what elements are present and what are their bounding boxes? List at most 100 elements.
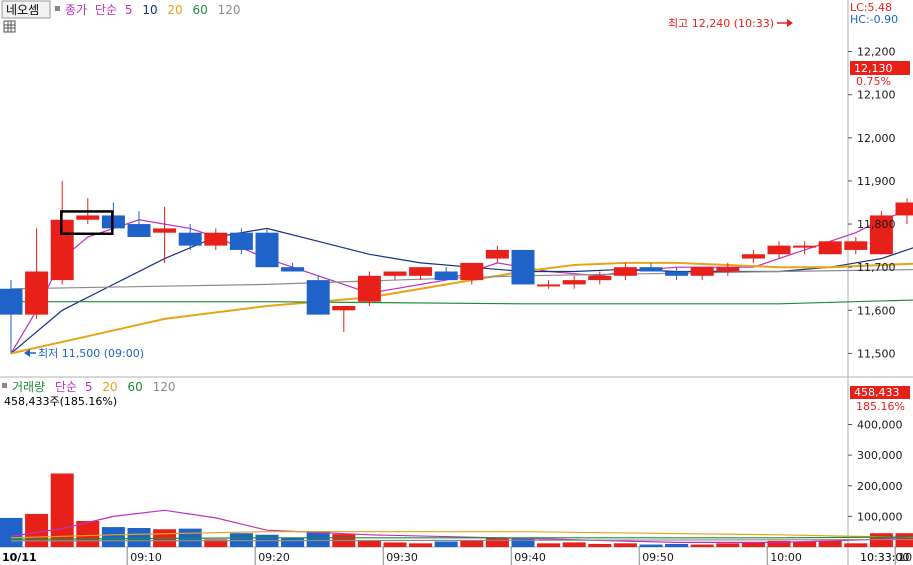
- legend-item: 5: [85, 380, 93, 394]
- volume-tick-label: 100,000: [857, 510, 903, 523]
- candle-body: [281, 267, 305, 272]
- volume-bar: [409, 543, 433, 547]
- volume-bar: [50, 473, 74, 547]
- legend-item: 단순: [95, 3, 117, 17]
- legend-item: 단순: [55, 380, 77, 394]
- price-tick-label: 11,600: [857, 304, 896, 317]
- volume-bar: [690, 544, 714, 547]
- candle-body: [25, 271, 49, 315]
- legend-item: 120: [218, 3, 241, 17]
- ma-line-60: [11, 299, 913, 305]
- volume-title: 거래량: [12, 380, 45, 394]
- volume-bar: [588, 543, 612, 547]
- current-volume: 458,433: [854, 386, 900, 399]
- candle-body: [537, 284, 561, 287]
- candle-body: [588, 275, 612, 281]
- volume-info: 458,433주(185.16%): [4, 395, 117, 408]
- candle-body: [562, 280, 586, 285]
- candle-body: [127, 224, 151, 237]
- current-change: 0.75%: [856, 75, 891, 88]
- volume-bar: [25, 513, 49, 547]
- volume-tick-label: 300,000: [857, 449, 903, 462]
- volume-ma-line-120: [10, 538, 913, 542]
- candle-body: [741, 254, 765, 259]
- min-arrow-head-icon: [24, 349, 30, 357]
- max-annotation: 최고 12,240 (10:33): [668, 17, 774, 30]
- legend-item: 120: [153, 380, 176, 394]
- time-tick-label: 10:00: [770, 551, 802, 564]
- volume-bar: [127, 528, 151, 547]
- candle-body: [409, 267, 433, 276]
- volume-tick-label: 200,000: [857, 480, 903, 493]
- price-tick-label: 12,100: [857, 89, 896, 102]
- volume-bar: [613, 543, 637, 547]
- volume-ma-line-5: [10, 509, 913, 543]
- candle-body: [383, 271, 407, 276]
- time-tick-label: 09:10: [130, 551, 162, 564]
- current-volume-tag: [850, 386, 910, 399]
- price-tick-label: 12,200: [857, 46, 896, 59]
- candle-body: [255, 232, 279, 268]
- price-ma-lines: [10, 208, 913, 355]
- time-tick-label: 09:30: [386, 551, 418, 564]
- legend-item: 10: [142, 3, 157, 17]
- price-legend: 종가 단순 5 10 20 60 120: [65, 3, 241, 17]
- time-tick-label: 09:20: [258, 551, 290, 564]
- stock-name: 네오셈: [6, 3, 39, 17]
- time-tick-label: 10:10: [898, 551, 913, 564]
- candle-body: [485, 249, 509, 259]
- volume-legend: 거래량 단순 5 20 60 120: [12, 380, 175, 394]
- volume-bar: [485, 537, 509, 547]
- candle-body: [844, 241, 868, 250]
- ma-line-120: [10, 268, 913, 290]
- lc-label: LC:5.48: [850, 1, 892, 14]
- price-tick-label: 11,800: [857, 218, 896, 231]
- volume-bar: [204, 539, 228, 547]
- legend-marker-icon: [55, 6, 60, 11]
- candle-body: [460, 262, 484, 281]
- volume-ma-lines: [10, 509, 913, 543]
- max-arrow-head-icon: [787, 19, 793, 27]
- current-price-tag: [850, 61, 910, 75]
- candle-body: [332, 306, 356, 311]
- volume-bar: [511, 538, 535, 547]
- highlight-box: [60, 210, 114, 235]
- min-annotation: 최저 11,500 (09:00): [38, 347, 144, 360]
- legend-item: 60: [193, 3, 208, 17]
- legend-item: 20: [102, 380, 117, 394]
- candle-body: [306, 280, 330, 315]
- candle-body: [895, 202, 913, 216]
- volume-bar: [639, 544, 663, 547]
- date-label: 10/11: [2, 551, 37, 564]
- volume-bar: [357, 540, 381, 547]
- price-axis: 12,200 12,100 12,000 11,900 11,800 11,700 11,6…: [848, 46, 896, 360]
- volume-tick-label: 400,000: [857, 419, 903, 432]
- candle-body: [76, 215, 100, 220]
- volume-bar: [844, 543, 868, 547]
- candle-body: [690, 267, 714, 276]
- volume-ma-line-60: [10, 536, 913, 540]
- candle-body: [767, 245, 791, 255]
- candle-body: [511, 249, 535, 285]
- legend-item: 종가: [65, 3, 87, 17]
- volume-bar: [306, 531, 330, 547]
- candle-body: [716, 267, 740, 272]
- grid-table-icon[interactable]: [3, 20, 16, 33]
- legend-item: 20: [167, 3, 182, 17]
- current-price: 12,130: [854, 62, 893, 75]
- stock-name-tab[interactable]: [1, 0, 51, 19]
- candle-body: [869, 215, 893, 255]
- legend-item: 60: [127, 380, 142, 394]
- volume-bar: [741, 542, 765, 547]
- candle-body: [0, 288, 23, 315]
- volume-bar: [383, 542, 407, 547]
- candle-body: [229, 232, 253, 250]
- volume-bar: [793, 541, 817, 547]
- volume-bar: [767, 540, 791, 547]
- volume-bar: [281, 537, 305, 547]
- volume-ma-line-20: [10, 531, 913, 539]
- volume-bar: [716, 543, 740, 547]
- price-tick-label: 11,900: [857, 175, 896, 188]
